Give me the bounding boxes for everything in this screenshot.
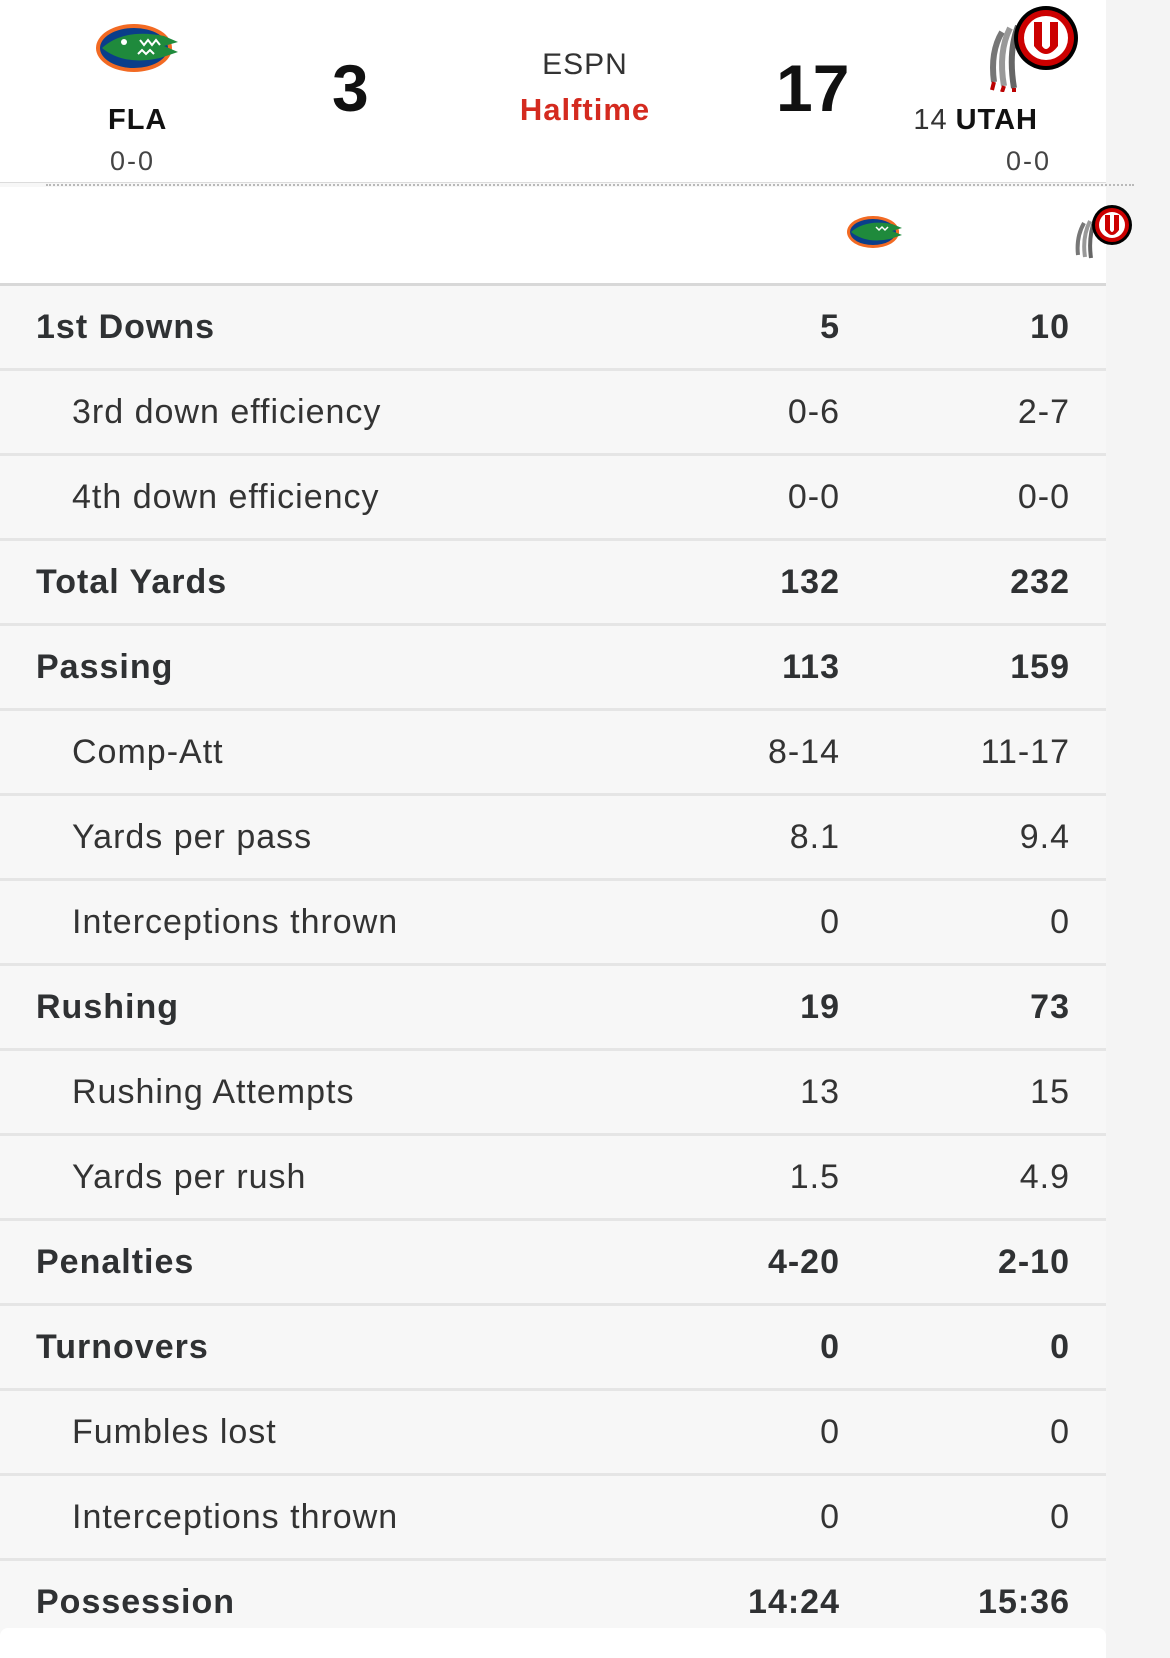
home-team-score: 17 [776,51,850,125]
game-stats-page: FLA 0-0 3 ESPN Halftime 17 14 UTAH 0-0 [0,0,1134,1658]
broadcast-network: ESPN [542,48,628,81]
florida-gator-logo-small [847,216,902,248]
away-stat-value: 8-14 [767,733,840,771]
away-stat-value: 0 [820,1328,840,1366]
home-stat-value: 0-0 [1017,478,1070,516]
florida-gator-logo[interactable] [94,18,182,78]
stat-row: 3rd down efficiency 0-6 2-7 [0,371,1106,456]
away-stat-value: 0-6 [787,393,840,431]
bottom-sheet-edge [0,1628,1106,1658]
stat-label: Yards per pass [72,818,313,856]
stat-label: Possession [36,1583,235,1621]
stat-label: Comp-Att [72,733,224,771]
stat-row: Rushing 19 73 [0,966,1106,1051]
stat-row: 1st Downs 5 10 [0,286,1106,371]
stat-row: Fumbles lost 0 0 [0,1391,1106,1476]
stat-label: Passing [36,648,174,686]
stats-team-logo-row [0,187,1132,286]
away-stat-value: 132 [780,563,840,601]
stat-row: Rushing Attempts 13 15 [0,1051,1106,1136]
stat-label: Turnovers [36,1328,209,1366]
home-stat-value: 4.9 [1019,1158,1070,1196]
home-stat-value: 15:36 [978,1583,1070,1621]
away-stat-value: 19 [800,988,840,1026]
away-stat-value: 14:24 [748,1583,840,1621]
home-stat-value: 159 [1010,648,1070,686]
stat-label: 1st Downs [36,308,216,346]
stat-row: Total Yards 132 232 [0,541,1106,626]
scoreboard-header: FLA 0-0 3 ESPN Halftime 17 14 UTAH 0-0 [0,0,1134,186]
home-stat-value: 10 [1030,308,1070,346]
stat-row: Interceptions thrown 0 0 [0,1476,1106,1561]
away-stat-value: 1.5 [789,1158,840,1196]
home-stat-value: 2-10 [997,1243,1070,1281]
away-stat-value: 0 [820,903,840,941]
game-status: Halftime [519,92,651,127]
away-team-score: 3 [332,51,369,125]
stat-row: Passing 113 159 [0,626,1106,711]
header-divider [46,184,1134,186]
away-team-record: 0-0 [110,146,156,176]
stat-label: 3rd down efficiency [72,393,382,431]
home-stat-value: 15 [1030,1073,1070,1111]
away-team-abbr[interactable]: FLA [108,104,168,136]
stat-row: Yards per rush 1.5 4.9 [0,1136,1106,1221]
home-team-abbr: UTAH [955,104,1038,136]
away-stat-value: 13 [800,1073,840,1111]
stat-label: Interceptions thrown [72,1498,399,1536]
home-stat-value: 2-7 [1017,393,1070,431]
utah-utes-logo[interactable] [984,2,1082,92]
home-team-rank: 14 [913,104,948,136]
away-stat-value: 113 [782,648,840,686]
home-stat-value: 73 [1030,988,1070,1026]
stat-label: Rushing Attempts [72,1073,355,1111]
away-stat-value: 4-20 [767,1243,840,1281]
away-stat-value: 0-0 [787,478,840,516]
home-stat-value: 232 [1010,563,1070,601]
stat-label: Yards per rush [72,1158,307,1196]
home-team-record: 0-0 [1006,146,1052,176]
home-team-name[interactable]: 14 UTAH [913,104,1038,137]
stat-label: Fumbles lost [72,1413,277,1451]
utah-utes-logo-small [1075,205,1132,259]
stat-label: 4th down efficiency [72,478,380,516]
away-stat-value: 0 [820,1413,840,1451]
stat-label: Interceptions thrown [72,903,399,941]
home-stat-value: 0 [1050,1328,1070,1366]
away-stat-value: 8.1 [789,818,840,856]
stat-row: 4th down efficiency 0-0 0-0 [0,456,1106,541]
team-stats-table: 1st Downs 5 10 3rd down efficiency 0-6 2-7 4th… [0,286,1106,1646]
away-stat-value: 0 [820,1498,840,1536]
stat-label: Penalties [36,1243,195,1281]
stat-row: Penalties 4-20 2-10 [0,1221,1106,1306]
home-stat-value: 11-17 [980,733,1070,771]
stat-row: Comp-Att 8-14 11-17 [0,711,1106,796]
home-stat-value: 9.4 [1019,818,1070,856]
stat-row: Yards per pass 8.1 9.4 [0,796,1106,881]
home-stat-value: 0 [1050,1498,1070,1536]
stat-row: Turnovers 0 0 [0,1306,1106,1391]
stat-label: Rushing [36,988,179,1026]
home-stat-value: 0 [1050,903,1070,941]
home-stat-value: 0 [1050,1413,1070,1451]
stat-row: Interceptions thrown 0 0 [0,881,1106,966]
stat-label: Total Yards [36,563,228,601]
away-stat-value: 5 [820,308,840,346]
